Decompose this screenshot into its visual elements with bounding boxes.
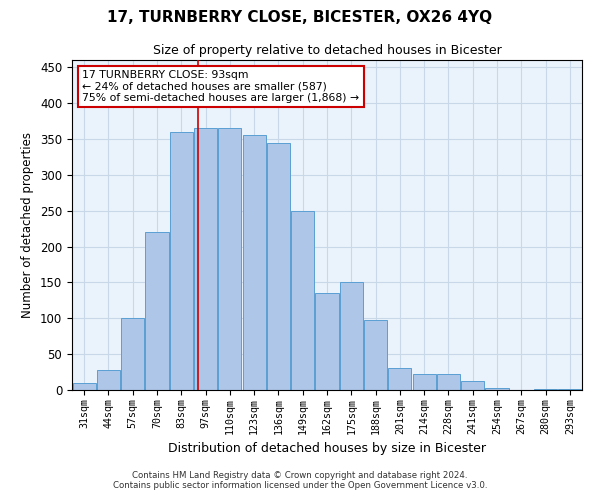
Bar xyxy=(316,293,338,390)
Bar xyxy=(461,382,484,390)
Y-axis label: Number of detached properties: Number of detached properties xyxy=(22,132,34,318)
Bar xyxy=(364,320,387,390)
Bar xyxy=(534,388,557,390)
Bar xyxy=(340,282,363,390)
Bar xyxy=(291,210,314,390)
Bar xyxy=(267,142,290,390)
Bar xyxy=(194,128,217,390)
Text: 17, TURNBERRY CLOSE, BICESTER, OX26 4YQ: 17, TURNBERRY CLOSE, BICESTER, OX26 4YQ xyxy=(107,10,493,25)
Bar xyxy=(242,136,266,390)
Title: Size of property relative to detached houses in Bicester: Size of property relative to detached ho… xyxy=(152,44,502,58)
Bar xyxy=(388,368,412,390)
Bar xyxy=(437,374,460,390)
Text: 17 TURNBERRY CLOSE: 93sqm
← 24% of detached houses are smaller (587)
75% of semi: 17 TURNBERRY CLOSE: 93sqm ← 24% of detac… xyxy=(82,70,359,103)
Bar xyxy=(170,132,193,390)
Bar xyxy=(73,383,95,390)
Bar xyxy=(218,128,241,390)
Bar xyxy=(485,388,509,390)
Text: Contains HM Land Registry data © Crown copyright and database right 2024.
Contai: Contains HM Land Registry data © Crown c… xyxy=(113,470,487,490)
Bar xyxy=(121,318,144,390)
X-axis label: Distribution of detached houses by size in Bicester: Distribution of detached houses by size … xyxy=(168,442,486,455)
Bar xyxy=(145,232,169,390)
Bar xyxy=(413,374,436,390)
Bar xyxy=(97,370,120,390)
